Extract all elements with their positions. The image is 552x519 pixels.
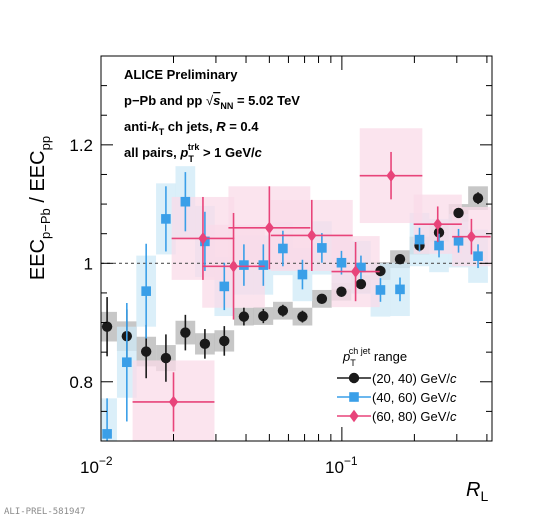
series-2-point-3 (141, 286, 151, 296)
legend-label-1: (20, 40) GeV/c (372, 371, 457, 386)
series-2-point-20 (473, 251, 483, 261)
series-2-point-2 (122, 357, 132, 368)
series-3-point-3 (228, 260, 239, 273)
series-3-point-4 (264, 221, 275, 234)
legend: pTch jet range (20, 40) GeV/c (40, 60) Ge… (337, 346, 457, 424)
legend-title: pTch jet range (342, 346, 407, 368)
series-3-point-6 (350, 265, 361, 278)
series-2-point-14 (356, 262, 366, 273)
y-tick-label-1.2: 1.2 (69, 136, 93, 155)
figure-credit: ALI-PREL-581947 (4, 507, 85, 517)
series-2-point-8 (239, 260, 249, 270)
annotation-collision-system: p−Pb and pp √sNN = 5.02 TeV (124, 93, 300, 111)
series-1-point-8 (238, 311, 250, 322)
series-2-point-4 (161, 214, 171, 224)
series-3-point-9 (466, 230, 477, 243)
series-1-point-6 (199, 338, 211, 350)
series-2-point-5 (180, 196, 191, 207)
series-1-point-15 (375, 265, 386, 277)
series-2-point-16 (395, 284, 405, 295)
x-tick-label-1e-1: 10−1 (325, 454, 358, 477)
series-1-point-12 (316, 293, 328, 305)
series-2-point-12 (317, 243, 327, 253)
series-3-point-7 (386, 169, 396, 182)
annotation-alice-preliminary: ALICE Preliminary (124, 67, 238, 82)
legend-marker-1 (348, 372, 360, 384)
annotation-track-selection: all pairs, pTtrk > 1 GeV/c (124, 142, 263, 164)
series-2-point-11 (297, 269, 308, 280)
series-3-point-2 (198, 232, 208, 245)
series-3-point-8 (433, 218, 443, 231)
series-2-point-18 (434, 240, 444, 251)
x-tick-label-1e-2: 10−2 (80, 454, 113, 477)
legend-marker-3 (349, 409, 359, 423)
series-1-point-20 (472, 192, 484, 204)
x-axis-title: RL (466, 479, 488, 504)
axis-ticks-layer (100, 55, 492, 442)
series-1-point-1 (101, 321, 113, 332)
series-2-point-9 (258, 260, 269, 270)
annotation-jet-definition: anti-kT ch jets, R = 0.4 (124, 119, 259, 137)
legend-marker-2 (349, 392, 359, 402)
legend-label-3: (60, 80) GeV/c (372, 409, 457, 424)
series-1-point-7 (219, 335, 230, 347)
series-1-point-11 (297, 311, 308, 322)
series-3-point-1 (168, 395, 179, 409)
series-1-point-18 (433, 227, 445, 238)
data-points-layer (101, 151, 491, 441)
series-1-point-5 (180, 327, 191, 338)
series-3-point-5 (307, 229, 317, 242)
series-1-point-16 (394, 253, 406, 265)
series-1-point-4 (160, 352, 172, 364)
y-tick-label-0.8: 0.8 (69, 373, 93, 392)
series-2-point-17 (414, 234, 425, 245)
series-1-point-14 (355, 278, 367, 290)
series-1-point-10 (277, 305, 289, 316)
series-1-point-3 (140, 346, 152, 357)
series-1-point-13 (336, 286, 347, 297)
y-axis-title: EECp−Pb / EECpp (27, 136, 53, 280)
y-tick-label-1: 1 (84, 254, 93, 273)
series-2-point-7 (219, 281, 230, 292)
series-2-point-10 (278, 243, 288, 254)
plot-frame (100, 55, 493, 442)
series-1-point-19 (453, 207, 464, 219)
series-2-point-19 (453, 236, 464, 246)
legend-label-2: (40, 60) GeV/c (372, 390, 457, 405)
series-2-point-15 (375, 285, 386, 295)
series-2-point-13 (336, 257, 347, 268)
series-2-point-1 (102, 429, 112, 439)
series-1-point-9 (258, 310, 269, 322)
legend-entries: (20, 40) GeV/c (40, 60) GeV/c (60, 80) GeV… (337, 371, 457, 424)
